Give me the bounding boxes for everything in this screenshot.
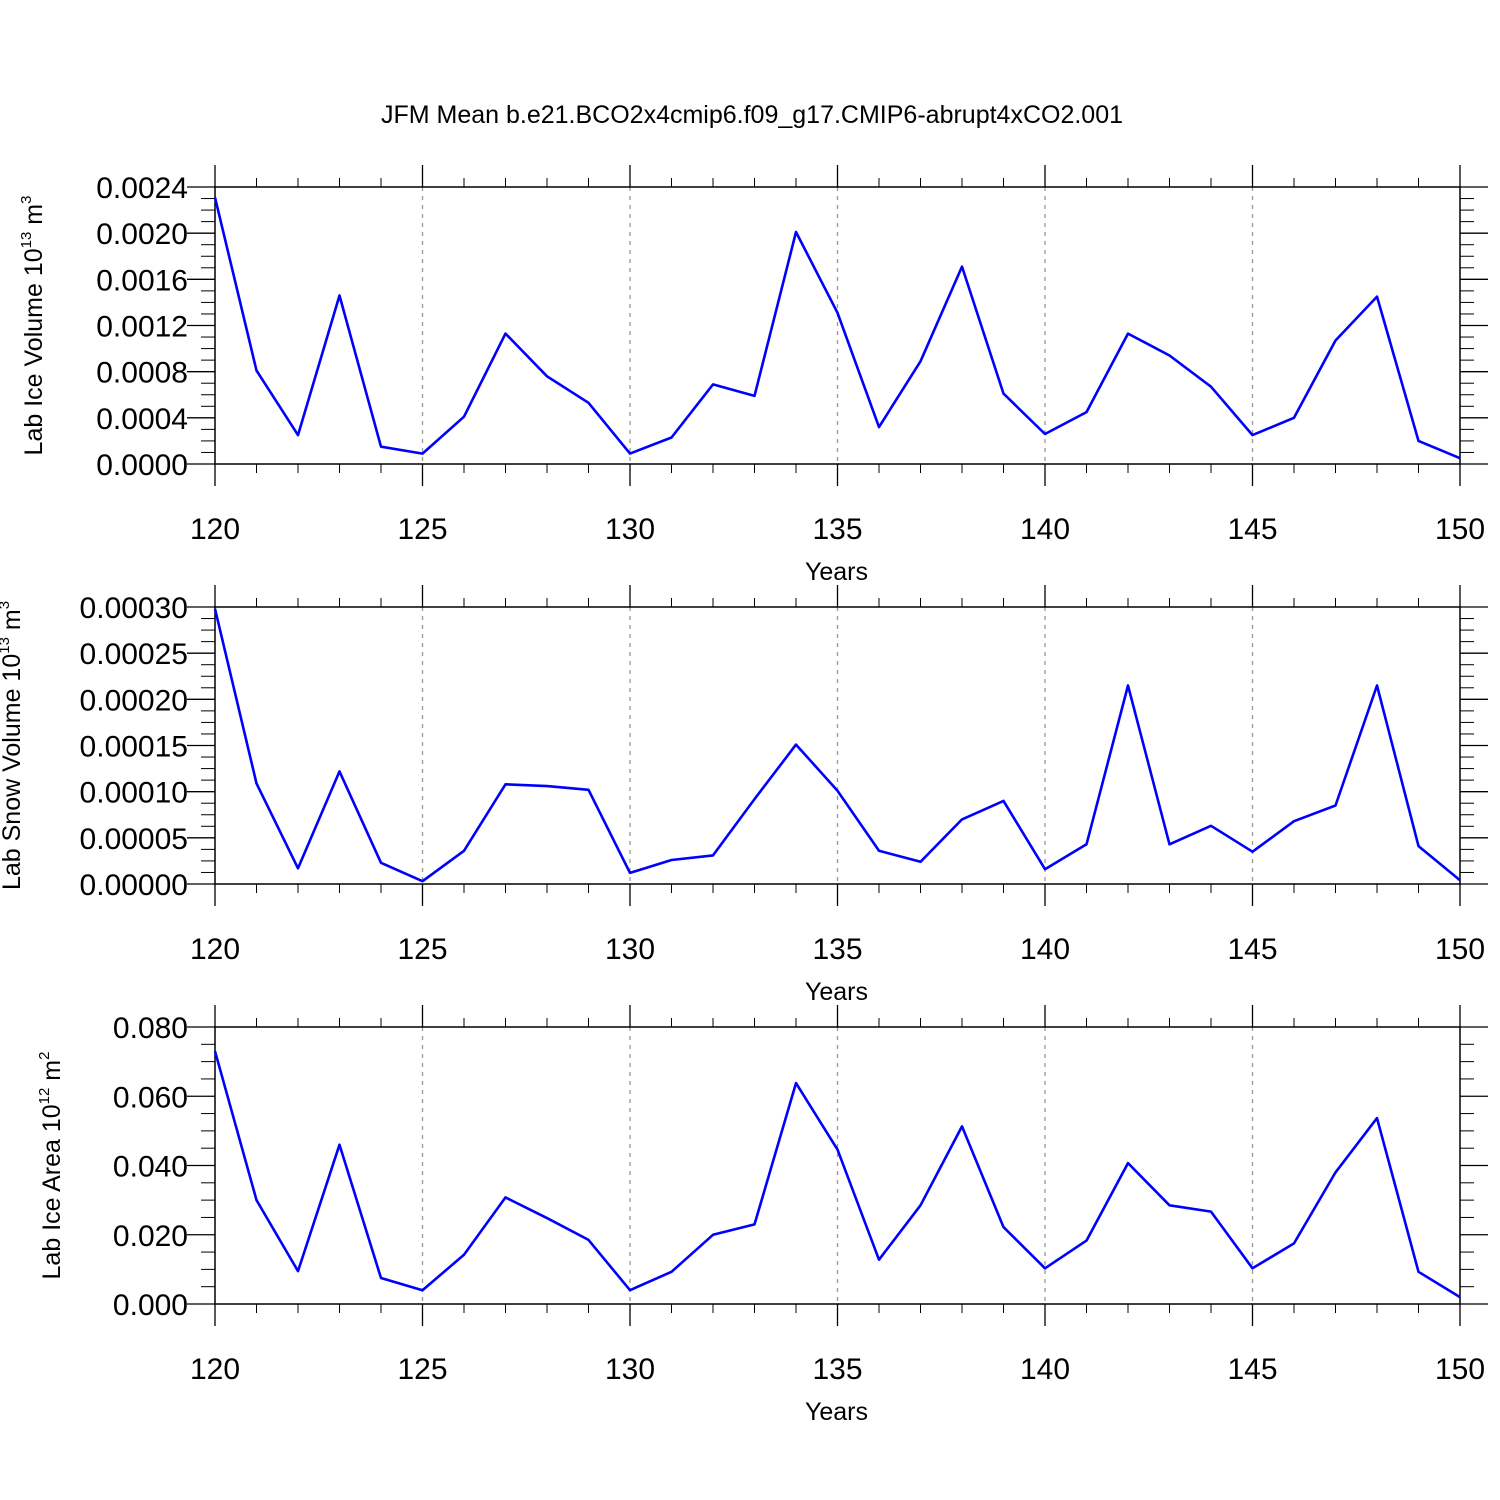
y-axis-title-base: Lab Ice Volume 10	[20, 248, 48, 455]
panel-1: 120 125 130 135 140 145 150 0.0000 0.0004 0.0008 0…	[18, 165, 1488, 586]
x-tick-label: 130	[605, 933, 655, 966]
x-tick-label: 140	[1020, 513, 1070, 546]
y-tick-label: 0.0012	[96, 311, 188, 344]
y-axis-title-unit-exp: 3	[18, 196, 35, 204]
y-tick-label: 0.0008	[96, 357, 188, 390]
y-tick-label: 0.020	[113, 1220, 188, 1253]
x-tick-label: 125	[397, 1353, 447, 1386]
panels: 120 125 130 135 140 145 150 0.0000 0.0004 0.0008 0…	[0, 165, 1488, 1426]
x-tick-label: 125	[397, 933, 447, 966]
y-tick-label: 0.00025	[80, 638, 188, 671]
series-line	[213, 1050, 1461, 1299]
y-axis-title-base: Lab Ice Area 10	[38, 1104, 66, 1279]
y-tick-label: 0.00020	[80, 684, 188, 717]
y-tick-label: 0.080	[113, 1012, 188, 1045]
y-tick-label: 0.0024	[96, 172, 188, 205]
y-tick-label: 0.040	[113, 1151, 188, 1184]
y-axis-title-exp: 13	[0, 637, 13, 654]
y-tick-label: 0.00000	[80, 869, 188, 902]
plot-frame	[214, 606, 1461, 885]
y-axis-title-exp: 13	[18, 232, 35, 249]
panel-2: 120 125 130 135 140 145 150 0.00000 0.00005 0.000…	[0, 585, 1488, 1006]
y-tick-label: 0.0016	[96, 264, 188, 297]
series-line	[213, 197, 1461, 460]
x-tick-label: 125	[397, 513, 447, 546]
y-axis-title-unit: m	[0, 609, 26, 637]
y-axis-title-unit: m	[20, 204, 48, 232]
x-tick-label: 145	[1227, 1353, 1277, 1386]
y-axis-title-unit-exp: 3	[0, 601, 13, 609]
x-tick-label: 135	[812, 933, 862, 966]
y-axis-title-base: Lab Snow Volume 10	[0, 654, 26, 890]
x-tick-label: 150	[1435, 513, 1485, 546]
x-tick-label: 120	[190, 933, 240, 966]
y-axis-title: Lab Ice Volume 1013 m3	[18, 196, 48, 456]
x-axis-title: Years	[805, 1398, 868, 1426]
x-tick-label: 140	[1020, 1353, 1070, 1386]
x-tick-label: 145	[1227, 933, 1277, 966]
y-tick-label: 0.060	[113, 1081, 188, 1114]
x-tick-label: 145	[1227, 513, 1277, 546]
y-axis-title-unit: m	[38, 1060, 66, 1088]
y-axis-title-exp: 12	[36, 1088, 53, 1105]
x-tick-label: 140	[1020, 933, 1070, 966]
y-tick-label: 0.00015	[80, 731, 188, 764]
x-tick-label: 150	[1435, 933, 1485, 966]
y-tick-label: 0.0020	[96, 218, 188, 251]
panel-3: 120 125 130 135 140 145 150 0.000 0.020 0.040 0.06…	[36, 1005, 1488, 1426]
x-axis-title: Years	[805, 978, 868, 1006]
x-tick-label: 120	[190, 513, 240, 546]
y-tick-label: 0.00010	[80, 777, 188, 810]
y-tick-label: 0.00030	[80, 592, 188, 625]
y-axis-title-unit-exp: 2	[36, 1052, 53, 1060]
x-tick-label: 135	[812, 513, 862, 546]
y-tick-label: 0.0004	[96, 403, 188, 436]
y-axis-title: Lab Ice Area 1012 m2	[36, 1052, 66, 1280]
plot-frame	[214, 1026, 1461, 1305]
y-tick-label: 0.000	[113, 1289, 188, 1322]
x-tick-label: 130	[605, 513, 655, 546]
figure-title: JFM Mean b.e21.BCO2x4cmip6.f09_g17.CMIP6…	[381, 101, 1123, 129]
y-axis-title: Lab Snow Volume 1013 m3	[0, 601, 26, 890]
x-tick-label: 130	[605, 1353, 655, 1386]
x-tick-label: 120	[190, 1353, 240, 1386]
y-tick-label: 0.0000	[96, 449, 188, 482]
plot-frame	[214, 186, 1461, 465]
x-axis-title: Years	[805, 558, 868, 586]
y-tick-label: 0.00005	[80, 823, 188, 856]
x-tick-label: 135	[812, 1353, 862, 1386]
x-tick-label: 150	[1435, 1353, 1485, 1386]
series-line	[213, 608, 1461, 883]
